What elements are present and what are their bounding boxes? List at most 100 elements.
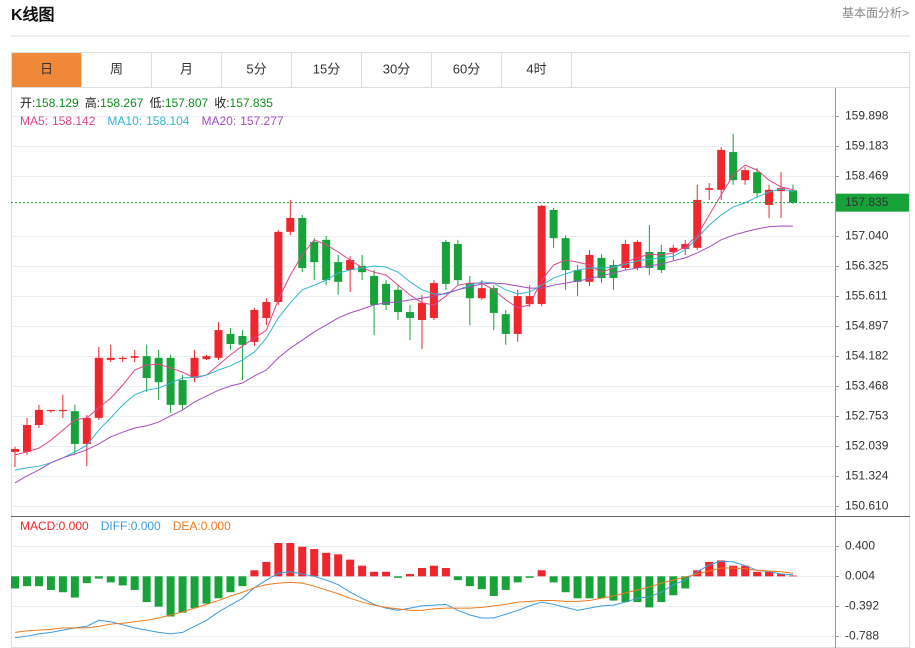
candle-body xyxy=(513,296,522,334)
macd-bar xyxy=(537,570,546,577)
macd-bar xyxy=(154,576,163,607)
macd-bar xyxy=(405,574,414,577)
macd-bar xyxy=(669,576,678,596)
candle-body xyxy=(489,288,498,313)
quote-value: 158.267 xyxy=(100,96,144,110)
candle-body xyxy=(777,188,786,192)
y-tick-label: 159.183 xyxy=(845,139,889,153)
candle-body xyxy=(22,425,31,452)
macd-bar xyxy=(358,565,367,577)
macd-bar xyxy=(633,576,642,603)
candle-body xyxy=(202,356,211,360)
tab-label[interactable]: 60分 xyxy=(453,61,480,76)
y-tick-label: 157.040 xyxy=(845,229,889,243)
candle-body xyxy=(573,270,582,282)
y-tick-label: 150.610 xyxy=(845,499,889,513)
last-price-box xyxy=(836,193,909,212)
candle-body xyxy=(705,188,714,190)
indicator-line xyxy=(14,164,794,456)
indicator-line xyxy=(14,567,794,633)
macd-bar xyxy=(465,576,474,587)
candle-body xyxy=(238,335,247,345)
quote-line: 开:158.129 高:158.267 低:157.807 收:157.835 xyxy=(20,95,273,110)
candle-body xyxy=(214,330,223,358)
macd-bar xyxy=(70,576,79,598)
candle-body xyxy=(190,357,199,378)
macd-bar xyxy=(22,576,31,587)
tab-label[interactable]: 日 xyxy=(40,61,53,76)
macd-bar xyxy=(286,542,295,577)
macd-bar xyxy=(238,576,247,587)
y-tick-label: 155.611 xyxy=(845,289,888,303)
candle-body xyxy=(130,356,139,358)
candle-body xyxy=(394,289,403,313)
macd-bar xyxy=(94,576,103,579)
candle-body xyxy=(11,448,19,452)
y-tick-label: 151.324 xyxy=(845,469,889,483)
tab[interactable] xyxy=(11,52,82,88)
quote-label: 低: xyxy=(149,96,164,110)
macd-bar xyxy=(645,576,654,608)
candle-body xyxy=(717,149,726,190)
legend-value: 0.000 xyxy=(131,519,161,533)
candle-body xyxy=(322,239,331,281)
candle-body xyxy=(453,244,462,281)
ma-legend: MA5: 158.142 MA10: 158.104 MA20: 157.277 xyxy=(20,114,284,128)
y-tick-label: 152.039 xyxy=(845,439,889,453)
macd-bar xyxy=(477,576,486,590)
macd-bar xyxy=(130,576,139,590)
candle-body xyxy=(82,417,91,444)
tab-label[interactable]: 5分 xyxy=(246,61,266,76)
fundamental-link[interactable]: 基本面分析> xyxy=(842,6,909,20)
macd-bar xyxy=(573,576,582,599)
tab-label[interactable]: 30分 xyxy=(383,61,410,76)
candle-body xyxy=(370,275,379,305)
tab[interactable] xyxy=(431,52,502,88)
macd-bar xyxy=(681,576,690,589)
macd-bar xyxy=(657,576,666,603)
quote-label: 收: xyxy=(214,96,229,110)
tab-label[interactable]: 月 xyxy=(180,61,193,76)
candle-body xyxy=(633,241,642,268)
macd-bar xyxy=(382,571,391,577)
legend-value: 0.000 xyxy=(59,519,89,533)
macd-bar xyxy=(274,542,283,577)
macd-bar xyxy=(346,559,355,577)
tab[interactable] xyxy=(221,52,292,88)
y-tick-label: 154.897 xyxy=(845,319,889,333)
tab[interactable] xyxy=(501,52,572,88)
macd-legend: MACD:0.000 DIFF:0.000 DEA:0.000 xyxy=(20,519,231,533)
candle-body xyxy=(358,265,367,273)
quote-label: 高: xyxy=(85,95,100,110)
tab-label[interactable]: 4时 xyxy=(526,61,546,76)
macd-bar xyxy=(370,571,379,577)
candle-body xyxy=(286,217,295,232)
legend-name: DEA: xyxy=(173,519,201,533)
candle-body xyxy=(609,265,618,279)
macd-bar xyxy=(190,576,199,609)
candle-body xyxy=(226,333,235,344)
candle-body xyxy=(154,357,163,383)
legend-name: DIFF: xyxy=(101,519,131,533)
macd-bar xyxy=(214,576,223,599)
macd-bar xyxy=(729,565,738,577)
candle-body xyxy=(789,190,797,203)
y-tick-label: -0.788 xyxy=(845,629,879,643)
candle-body xyxy=(729,152,738,181)
legend-name: MA10: xyxy=(107,114,142,128)
macd-bar xyxy=(11,576,19,589)
macd-bar xyxy=(489,576,498,597)
macd-bar xyxy=(561,576,570,593)
macd-bar xyxy=(394,576,403,578)
candle-body xyxy=(477,288,486,299)
candle-body xyxy=(693,199,702,248)
tab-label[interactable]: 15分 xyxy=(313,61,340,76)
macd-bar xyxy=(178,576,187,613)
legend-value: 158.142 xyxy=(52,114,96,128)
candle-body xyxy=(106,357,115,360)
macd-bar xyxy=(705,561,714,577)
macd-bar xyxy=(34,576,43,587)
tab-label[interactable]: 周 xyxy=(110,61,123,76)
candle-body xyxy=(262,301,271,318)
